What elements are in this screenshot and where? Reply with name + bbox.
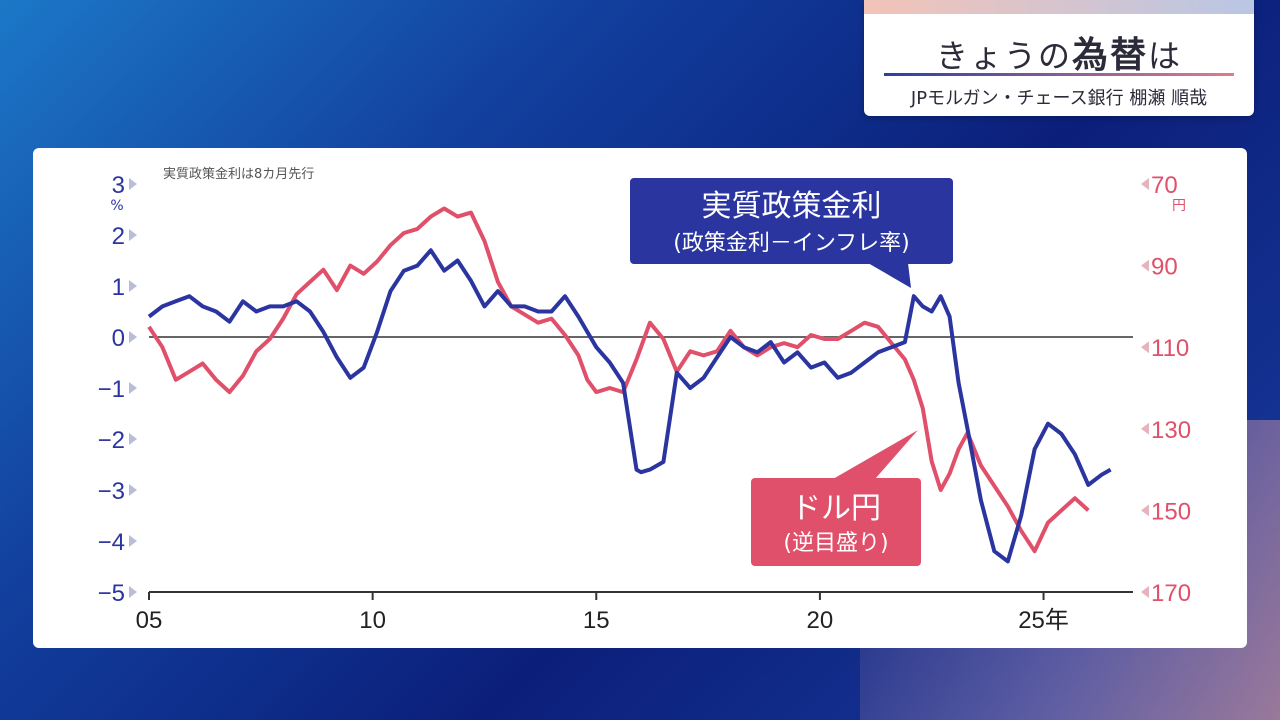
callout-usdjpy-title: ドル円 — [791, 491, 881, 526]
callout-policy-rate-sub: (政策金利－インフレ率) — [673, 231, 910, 256]
left-tick-label: −3 — [98, 478, 125, 505]
left-tick-marker — [129, 280, 137, 292]
left-tick-marker — [129, 229, 137, 241]
chart-note: 実質政策金利は8カ月先行 — [163, 166, 314, 182]
left-tick-label: 1 — [112, 274, 125, 301]
right-axis-unit: 円 — [1172, 198, 1186, 214]
left-tick-label: 2 — [112, 223, 125, 250]
presenter-name: JPモルガン・チェース銀行 棚瀬 順哉 — [910, 88, 1208, 109]
left-tick-label: −5 — [98, 580, 125, 607]
left-tick-marker — [129, 586, 137, 598]
axis-layer: 実質政策金利は8カ月先行3210−1−2−3−4−5%7090110130150… — [98, 166, 1191, 634]
x-tick-label: 25年 — [1018, 607, 1069, 634]
callout-policy-rate-box — [630, 178, 953, 264]
right-tick-marker — [1141, 178, 1149, 190]
left-tick-marker — [129, 382, 137, 394]
x-tick-label: 10 — [359, 607, 386, 634]
right-tick-marker — [1141, 259, 1149, 272]
right-tick-label: 150 — [1151, 498, 1191, 525]
left-tick-marker — [129, 178, 137, 190]
x-tick-label: 20 — [807, 607, 834, 634]
left-tick-marker — [129, 433, 137, 445]
callout-policy-rate-pointer — [868, 263, 911, 288]
callout-usdjpy-pointer — [833, 430, 918, 479]
title-card: きょうの為替は JPモルガン・チェース銀行 棚瀬 順哉 — [864, 0, 1254, 116]
series-layer — [147, 206, 1112, 564]
callout-layer: 実質政策金利 (政策金利－インフレ率) ドル円 (逆目盛り) — [630, 178, 953, 566]
right-tick-marker — [1141, 422, 1149, 435]
left-tick-label: −4 — [98, 529, 125, 556]
x-tick-label: 15 — [583, 607, 610, 634]
title-suffix: は — [1148, 37, 1183, 75]
right-tick-label: 90 — [1151, 254, 1178, 281]
series-policy-rate-line — [147, 248, 1112, 564]
left-tick-label: −2 — [98, 427, 125, 454]
right-tick-marker — [1141, 341, 1149, 354]
right-tick-marker — [1141, 586, 1149, 598]
title-prefix: きょうの — [935, 37, 1072, 75]
x-tick-label: 05 — [136, 607, 163, 634]
right-tick-label: 110 — [1151, 335, 1189, 362]
left-tick-label: 0 — [112, 325, 125, 352]
title-divider — [884, 73, 1234, 76]
page-title: きょうの為替は — [864, 26, 1254, 78]
right-tick-label: 70 — [1151, 172, 1178, 199]
title-card-topbar — [864, 0, 1254, 14]
callout-usdjpy-sub: (逆目盛り) — [783, 531, 888, 556]
title-emphasis: 為替 — [1071, 35, 1148, 76]
chart-panel: 実質政策金利は8カ月先行 3 2 1 0 −1 −2 −3 −4 −5% 70 90 110 130 150… — [33, 148, 1247, 648]
right-tick-label: 170 — [1151, 580, 1191, 607]
left-tick-marker — [129, 535, 137, 547]
right-tick-label: 130 — [1151, 417, 1191, 444]
left-tick-marker — [129, 484, 137, 496]
series-usdjpy-line — [147, 206, 1090, 554]
left-axis-unit: % — [110, 198, 123, 214]
left-tick-label: 3 — [112, 172, 125, 199]
callout-usdjpy-box — [751, 478, 921, 566]
callout-policy-rate-title: 実質政策金利 — [702, 189, 882, 224]
left-tick-label: −1 — [98, 376, 125, 403]
left-tick-marker — [129, 331, 137, 343]
chart-svg: 実質政策金利は8カ月先行3210−1−2−3−4−5%7090110130150… — [98, 166, 1191, 634]
right-tick-marker — [1141, 504, 1149, 517]
